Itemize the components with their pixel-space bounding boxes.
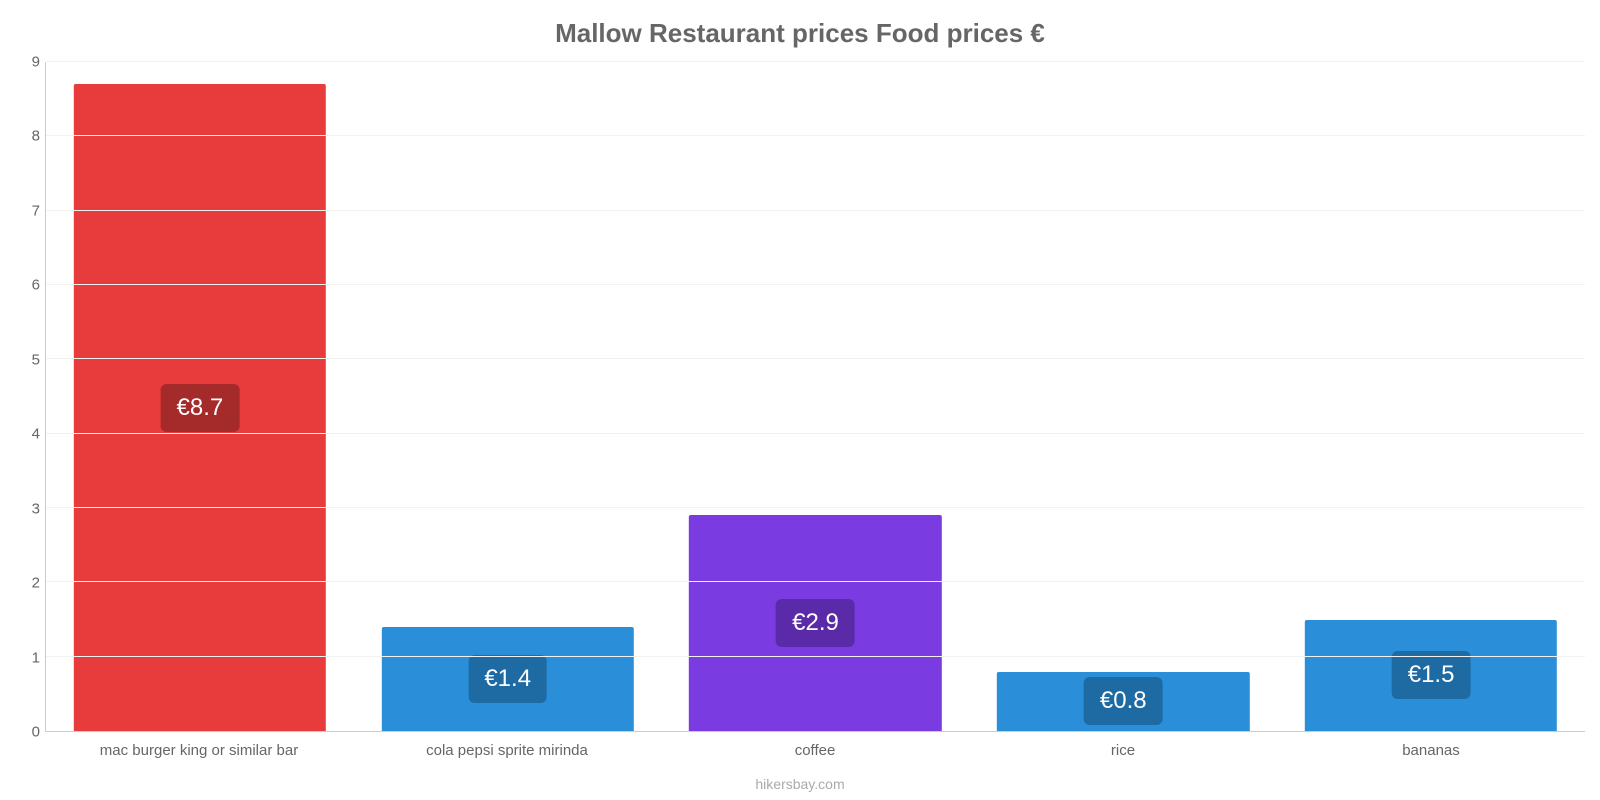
chart-title: Mallow Restaurant prices Food prices € bbox=[0, 18, 1600, 49]
value-badge: €1.5 bbox=[1392, 651, 1471, 699]
gridline bbox=[46, 135, 1585, 136]
bar-slot: €1.4 bbox=[354, 62, 662, 731]
x-tick-label: mac burger king or similar bar bbox=[100, 742, 298, 759]
x-tick-label: rice bbox=[1111, 742, 1135, 759]
y-tick-label: 4 bbox=[18, 426, 40, 443]
bar-slot: €0.8 bbox=[969, 62, 1277, 731]
y-tick-label: 0 bbox=[18, 724, 40, 741]
gridline bbox=[46, 656, 1585, 657]
y-tick-label: 8 bbox=[18, 128, 40, 145]
bar-slot: €1.5 bbox=[1277, 62, 1585, 731]
plot-area: €8.7 €1.4 €2.9 €0.8 €1.5 bbox=[45, 62, 1585, 732]
value-badge: €2.9 bbox=[776, 599, 855, 647]
x-tick-label: cola pepsi sprite mirinda bbox=[426, 742, 588, 759]
attribution-text: hikersbay.com bbox=[0, 776, 1600, 792]
bar-slot: €2.9 bbox=[662, 62, 970, 731]
y-tick-label: 6 bbox=[18, 277, 40, 294]
x-tick-label: coffee bbox=[795, 742, 836, 759]
y-tick-label: 1 bbox=[18, 649, 40, 666]
y-tick-label: 3 bbox=[18, 500, 40, 517]
y-tick-label: 7 bbox=[18, 202, 40, 219]
gridline bbox=[46, 581, 1585, 582]
gridline bbox=[46, 433, 1585, 434]
chart-container: Mallow Restaurant prices Food prices € €… bbox=[0, 0, 1600, 800]
gridline bbox=[46, 507, 1585, 508]
x-tick-label: bananas bbox=[1402, 742, 1460, 759]
gridline bbox=[46, 358, 1585, 359]
y-tick-label: 5 bbox=[18, 351, 40, 368]
value-badge: €1.4 bbox=[468, 655, 547, 703]
gridline bbox=[46, 284, 1585, 285]
bar-slot: €8.7 bbox=[46, 62, 354, 731]
y-tick-label: 2 bbox=[18, 575, 40, 592]
gridline bbox=[46, 61, 1585, 62]
gridline bbox=[46, 210, 1585, 211]
value-badge: €0.8 bbox=[1084, 677, 1163, 725]
value-badge: €8.7 bbox=[161, 384, 240, 432]
y-tick-label: 9 bbox=[18, 54, 40, 71]
bars-layer: €8.7 €1.4 €2.9 €0.8 €1.5 bbox=[46, 62, 1585, 731]
